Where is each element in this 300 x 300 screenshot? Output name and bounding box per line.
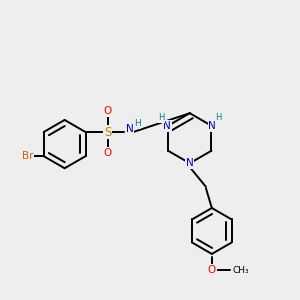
Text: H: H [158, 113, 165, 122]
Text: O: O [103, 106, 112, 116]
Text: O: O [103, 148, 112, 158]
Text: S: S [104, 125, 111, 139]
Text: N: N [126, 124, 134, 134]
Text: O: O [208, 265, 216, 275]
Text: H: H [216, 113, 222, 122]
Text: Br: Br [22, 151, 34, 161]
Text: H: H [134, 119, 140, 128]
Text: CH₃: CH₃ [232, 266, 249, 274]
Text: N: N [208, 121, 216, 131]
Text: N: N [163, 121, 171, 131]
Text: N: N [186, 158, 194, 168]
